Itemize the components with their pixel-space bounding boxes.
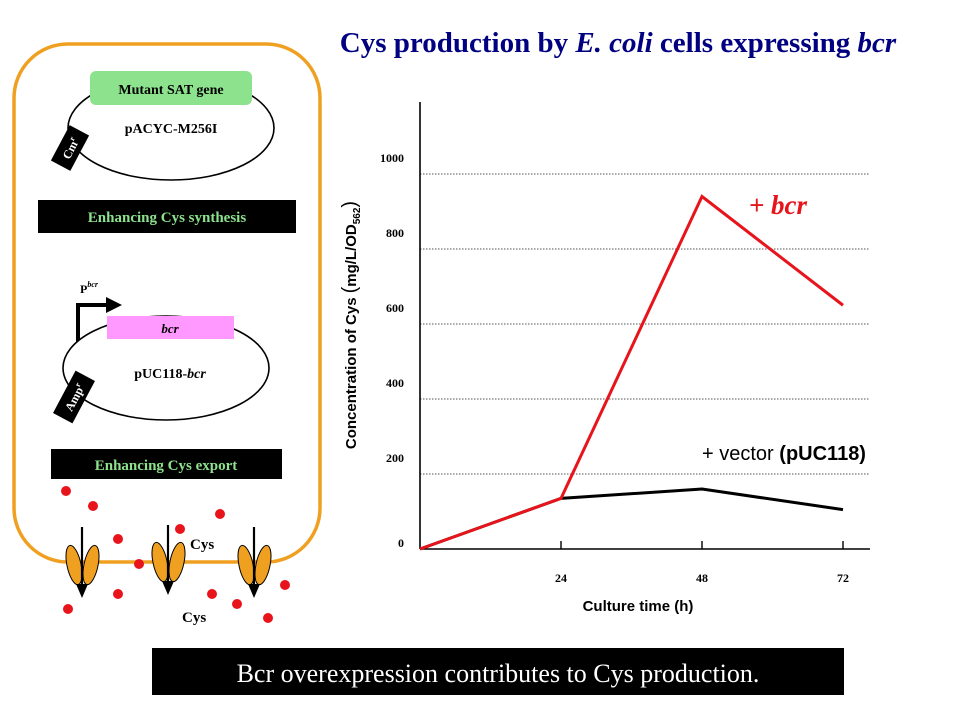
y-tick-label-400: 400 xyxy=(386,376,404,390)
banner-synthesis xyxy=(38,200,296,233)
cys-dot xyxy=(207,589,217,599)
x-axis-label: Culture time (h) xyxy=(583,598,694,615)
y-tick-label-600: 600 xyxy=(386,301,404,315)
cys-dot xyxy=(113,589,123,599)
banner-synthesis-label: Enhancing Cys synthesis xyxy=(88,210,247,226)
banner-export-label: Enhancing Cys export xyxy=(95,458,238,474)
y-tick-label-200: 200 xyxy=(386,451,404,465)
cm-marker-box xyxy=(50,125,90,171)
exporter-2 xyxy=(151,525,186,595)
chart-gridlines xyxy=(420,173,870,475)
amp-marker-box xyxy=(53,370,95,424)
cys-dot xyxy=(63,604,73,614)
figure-title: Cys production by E. coli cells expressi… xyxy=(340,27,897,59)
caption-text: Bcr overexpression contributes to Cys pr… xyxy=(237,659,760,688)
y-tick-label-800: 800 xyxy=(386,226,404,240)
series-lines xyxy=(419,194,844,551)
x-tick-label-72: 72 xyxy=(837,571,849,585)
series-label-bcr: + bcr xyxy=(749,190,808,220)
exporter-3 xyxy=(237,527,272,598)
plasmid-puc118-bcr: bcr pUC118-bcr Ampr xyxy=(53,315,270,424)
plasmid2-name: pUC118-bcr xyxy=(134,367,206,382)
banner-export xyxy=(51,449,282,479)
series-label-vector: + vector (pUC118) xyxy=(702,443,866,465)
promoter-arrow xyxy=(76,297,122,342)
cys-dot xyxy=(88,501,98,511)
plasmid1-name: pACYC-M256I xyxy=(125,122,218,137)
x-ticks: 24 48 72 xyxy=(555,541,849,585)
cys-production-chart: 24 48 72 0 200 400 600 800 1000 + bcr + vector … xyxy=(339,102,870,615)
series-line-vector xyxy=(419,487,844,551)
series-line-bcr xyxy=(419,194,844,551)
cys-dot xyxy=(113,534,123,544)
x-tick-label-48: 48 xyxy=(696,571,708,585)
cys-dot xyxy=(175,524,185,534)
promoter-label: Pbcr xyxy=(80,280,99,296)
cys-label-outside: Cys xyxy=(182,610,206,626)
mutant-sat-gene-box xyxy=(90,71,252,105)
bcr-gene-box xyxy=(107,316,234,339)
y-axis-label: Concentration of Cys(mg/L/OD562) xyxy=(339,201,363,449)
bcr-gene-label: bcr xyxy=(161,321,179,336)
plasmid-pacyc: Mutant SAT gene pACYC-M256I Cmr xyxy=(50,71,275,181)
y-tick-label-0: 0 xyxy=(398,536,404,550)
cys-molecules xyxy=(61,486,290,623)
cys-dot xyxy=(215,509,225,519)
exporter-1 xyxy=(65,527,100,598)
y-tick-label-1000: 1000 xyxy=(380,151,404,165)
x-tick-label-24: 24 xyxy=(555,571,567,585)
cys-label-inside: Cys xyxy=(190,537,214,553)
cys-dot xyxy=(61,486,71,496)
caption-box xyxy=(152,648,844,695)
cys-dot xyxy=(280,580,290,590)
y-tick-labels: 0 200 400 600 800 1000 xyxy=(380,151,404,550)
cys-dot xyxy=(263,613,273,623)
cys-dot xyxy=(134,559,144,569)
mutant-sat-gene-label: Mutant SAT gene xyxy=(118,83,223,98)
cys-dot xyxy=(232,599,242,609)
